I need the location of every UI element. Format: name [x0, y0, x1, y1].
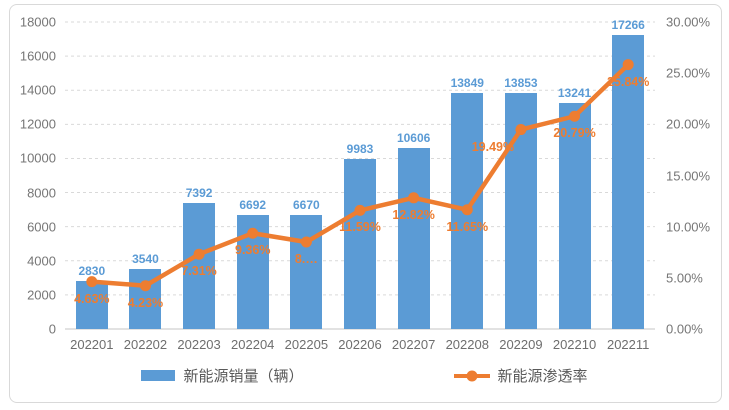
sales-legend-label: 新能源销量（辆） [183, 368, 304, 385]
dot-marker-icon [466, 370, 477, 381]
legend: 新能源销量（辆） 新能源渗透率 [0, 365, 729, 386]
penetration-legend-swatch [453, 370, 490, 381]
sales-legend-swatch [141, 370, 176, 381]
legend-item-sales: 新能源销量（辆） [141, 365, 304, 386]
penetration-legend-label: 新能源渗透率 [497, 368, 588, 385]
legend-item-penetration: 新能源渗透率 [453, 365, 588, 386]
chart-frame [9, 4, 722, 403]
